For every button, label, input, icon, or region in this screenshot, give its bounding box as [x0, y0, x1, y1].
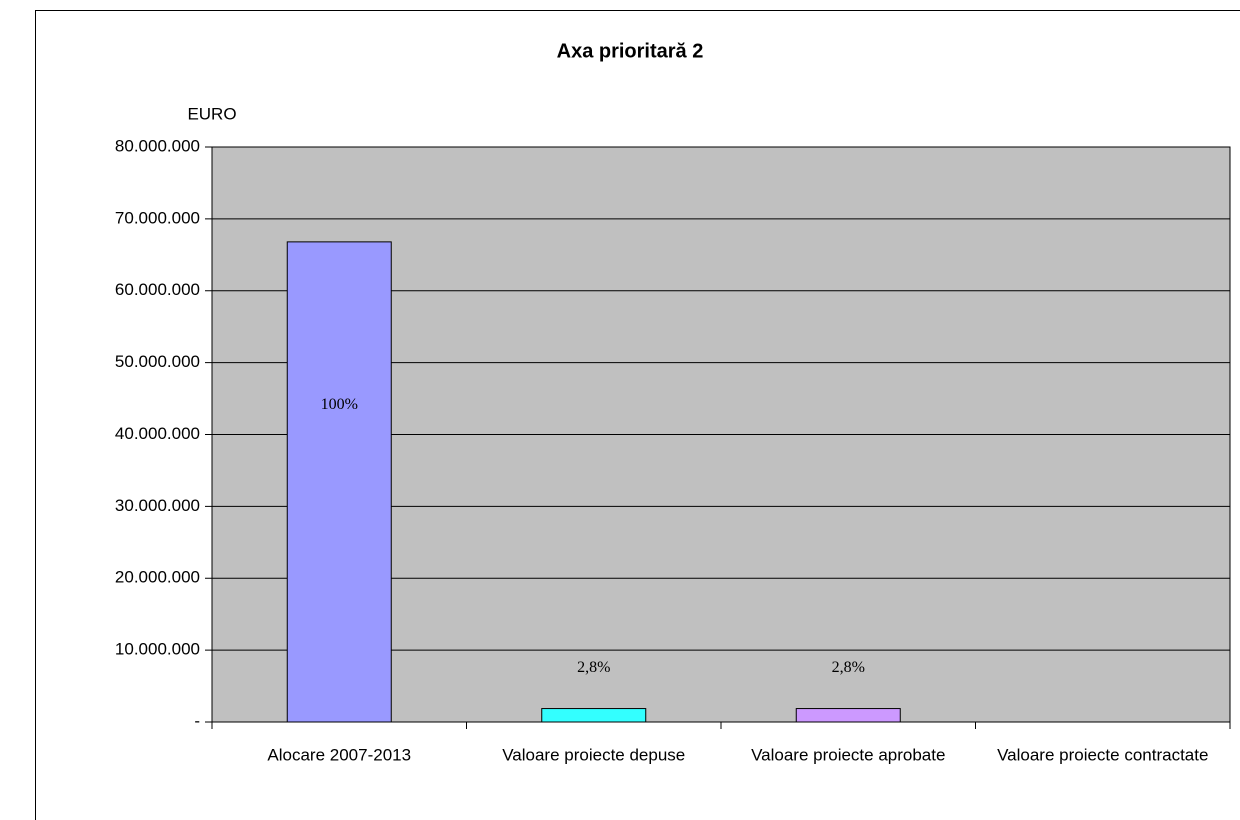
y-tick-label: - — [194, 711, 200, 730]
y-tick-label: 70.000.000 — [115, 208, 200, 227]
chart-title: Axa prioritară 2 — [557, 40, 704, 62]
y-axis-label: EURO — [187, 104, 236, 123]
x-tick-label: Alocare 2007-2013 — [267, 745, 411, 764]
bar-annotation: 100% — [321, 396, 358, 413]
bar — [286, 241, 392, 723]
y-tick-label: 30.000.000 — [115, 496, 200, 515]
y-tick-label: 80.000.000 — [115, 136, 200, 155]
x-tick-label: Valoare proiecte depuse — [502, 745, 685, 764]
y-tick-label: 50.000.000 — [115, 352, 200, 371]
bar-annotation: 2,8% — [577, 659, 610, 676]
y-tick-label: 60.000.000 — [115, 280, 200, 299]
bar — [795, 708, 901, 723]
y-tick-label: 20.000.000 — [115, 568, 200, 587]
x-tick-label: Valoare proiecte aprobate — [751, 745, 945, 764]
bar-annotation: 2,8% — [832, 659, 865, 676]
x-tick-label: Valoare proiecte contractate — [997, 745, 1208, 764]
bar — [541, 708, 647, 723]
y-tick-label: 10.000.000 — [115, 640, 200, 659]
y-tick-label: 40.000.000 — [115, 424, 200, 443]
